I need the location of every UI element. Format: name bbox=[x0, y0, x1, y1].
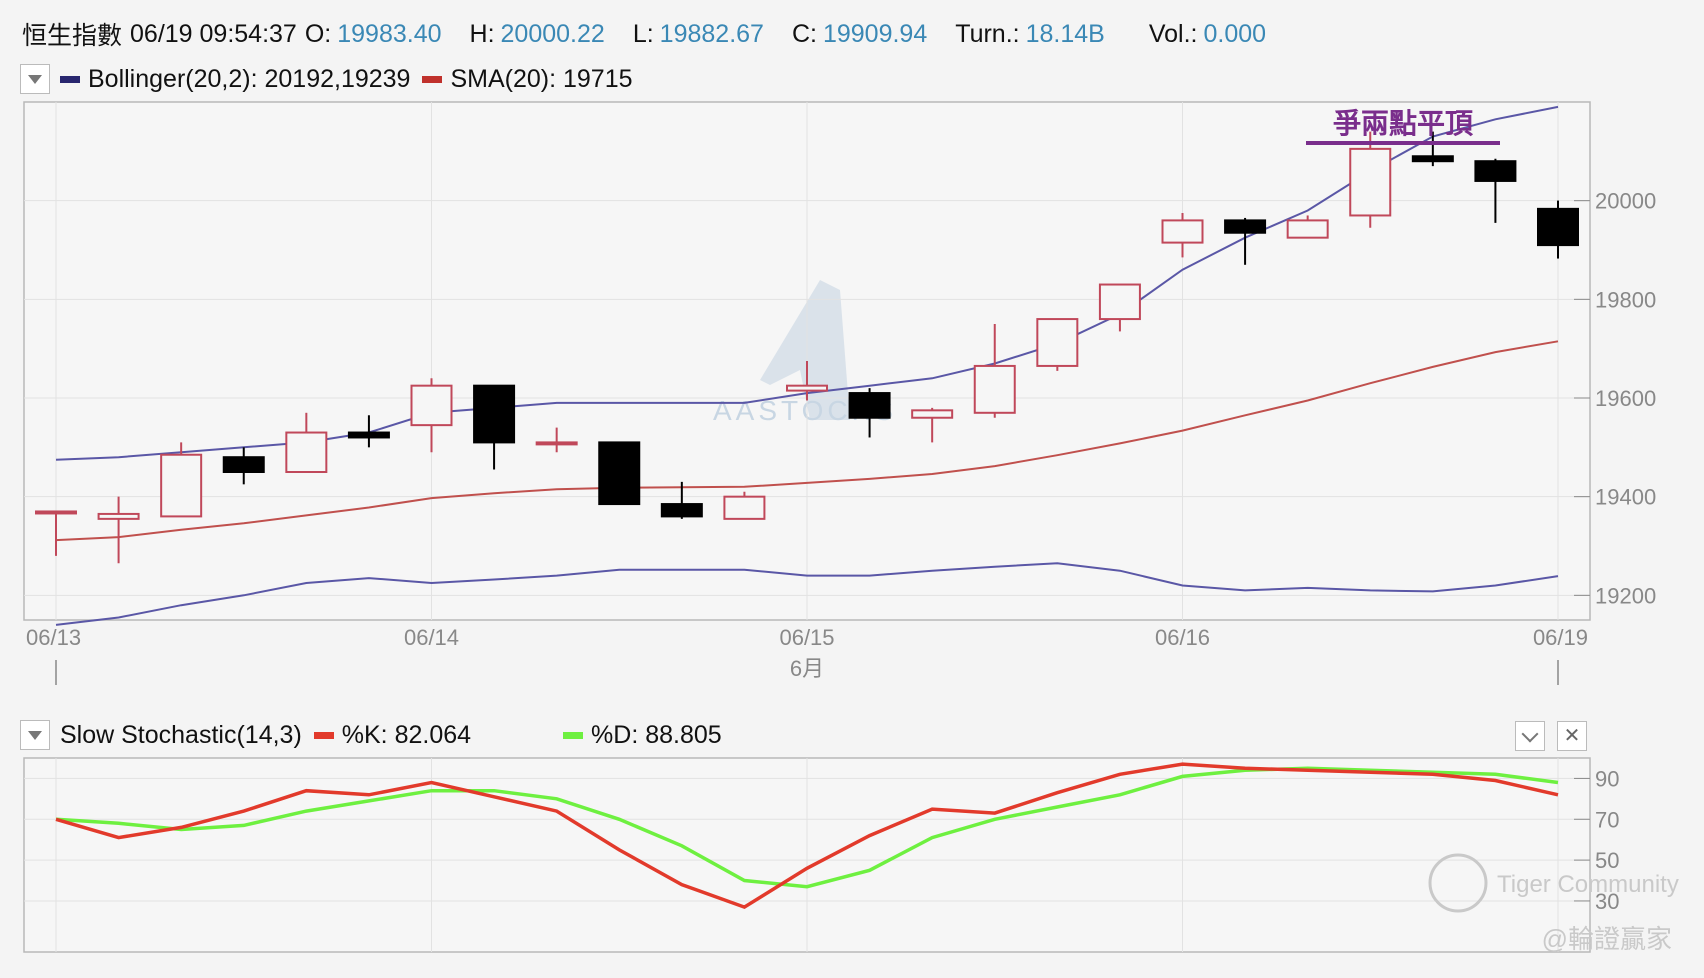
turnover-value: 18.14B bbox=[1025, 19, 1105, 48]
x-tick-label: 06/14 bbox=[404, 625, 459, 650]
candle-body bbox=[1286, 219, 1329, 239]
candle-body bbox=[1474, 160, 1517, 182]
d-swatch bbox=[563, 731, 584, 739]
sma-swatch bbox=[422, 75, 443, 83]
d-legend: %D: 88.805 bbox=[591, 720, 722, 749]
author-watermark: @輪證贏家 bbox=[1542, 924, 1672, 954]
close-icon: ✕ bbox=[1563, 725, 1581, 747]
main-indicator-dropdown[interactable] bbox=[20, 64, 50, 94]
candle-body bbox=[1036, 318, 1079, 367]
main-y-tick-label: 19800 bbox=[1595, 287, 1656, 312]
candle-body bbox=[97, 512, 140, 520]
stoch-legend: Slow Stochastic(14,3) %K: 82.064 %D: 88.… bbox=[20, 720, 722, 750]
stoch-name: Slow Stochastic(14,3) bbox=[60, 720, 302, 749]
x-tick-label: 06/16 bbox=[1155, 625, 1210, 650]
open-label: O: bbox=[304, 19, 332, 48]
main-y-tick-label: 19400 bbox=[1595, 485, 1656, 510]
candle-body bbox=[1224, 219, 1267, 234]
stoch-y-tick-label: 90 bbox=[1595, 766, 1619, 791]
x-month-label: 6月 bbox=[790, 656, 824, 681]
tiger-logo-icon bbox=[1428, 853, 1488, 913]
stoch-y-tick-label: 30 bbox=[1595, 889, 1619, 914]
candle-body bbox=[1098, 283, 1141, 321]
quote-datetime: 06/19 09:54:37 bbox=[130, 19, 297, 48]
bollinger-lower-line bbox=[55, 562, 1559, 626]
k-legend: %K: 82.064 bbox=[341, 720, 472, 749]
candle-body bbox=[660, 503, 703, 518]
symbol-name: 恒生指數 bbox=[22, 22, 123, 50]
turnover-label: Turn.: bbox=[955, 19, 1020, 48]
annotation-label: 爭兩點平頂 bbox=[1333, 107, 1474, 139]
collapse-panel-button[interactable] bbox=[1515, 721, 1545, 751]
bollinger-swatch bbox=[60, 75, 80, 83]
candle-body bbox=[1349, 147, 1392, 217]
candle-body bbox=[723, 495, 766, 520]
candle-body bbox=[848, 392, 891, 419]
candle-body bbox=[1537, 207, 1579, 247]
quote-bar: 恒生指數 06/19 09:54:37 O: 19983.40 H: 20000… bbox=[22, 14, 1266, 54]
sma-legend: SMA(20): 19715 bbox=[450, 64, 633, 93]
candle-body bbox=[160, 453, 203, 518]
main-legend: Bollinger(20,2): 20192,19239 SMA(20): 19… bbox=[20, 64, 633, 94]
k-swatch bbox=[313, 731, 334, 739]
high-label: H: bbox=[469, 19, 495, 48]
high-value: 20000.22 bbox=[500, 19, 605, 48]
candle-body bbox=[410, 384, 453, 427]
stoch-indicator-dropdown[interactable] bbox=[20, 720, 50, 750]
low-label: L: bbox=[632, 19, 654, 48]
stoch-y-tick-label: 50 bbox=[1595, 848, 1619, 873]
candle-body bbox=[473, 384, 516, 444]
candle-body bbox=[911, 409, 954, 419]
x-tick-label: 06/15 bbox=[779, 625, 834, 650]
close-value: 19909.94 bbox=[822, 19, 928, 48]
candle-body bbox=[35, 510, 77, 515]
candle-body bbox=[786, 384, 828, 392]
bollinger-legend: Bollinger(20,2): 20192,19239 bbox=[88, 64, 411, 93]
stoch-d-line bbox=[55, 766, 1559, 889]
open-value: 19983.40 bbox=[337, 19, 442, 48]
x-tick-label: 06/13 bbox=[26, 625, 81, 650]
close-panel-button[interactable]: ✕ bbox=[1557, 721, 1587, 751]
candle-body bbox=[598, 441, 641, 506]
stoch-k-line bbox=[55, 762, 1559, 910]
candle-body bbox=[222, 456, 265, 474]
main-y-tick-label: 19600 bbox=[1595, 386, 1656, 411]
candle-body bbox=[1161, 219, 1204, 244]
close-label: C: bbox=[791, 19, 817, 48]
candle-body bbox=[347, 431, 390, 439]
low-value: 19882.67 bbox=[659, 19, 764, 48]
candle-body bbox=[535, 441, 578, 446]
candle-body bbox=[1411, 155, 1454, 163]
stoch-y-tick-label: 70 bbox=[1595, 807, 1619, 832]
x-tick-label: 06/19 bbox=[1533, 625, 1588, 650]
sma-line bbox=[55, 340, 1559, 542]
volume-label: Vol.: bbox=[1148, 19, 1198, 48]
candle-body bbox=[973, 364, 1016, 414]
volume-value: 0.000 bbox=[1203, 19, 1267, 48]
tiger-community-watermark: Tiger Community bbox=[1497, 871, 1679, 898]
main-y-tick-label: 20000 bbox=[1595, 189, 1656, 214]
candle-body bbox=[285, 431, 328, 473]
main-y-tick-label: 19200 bbox=[1595, 583, 1656, 608]
